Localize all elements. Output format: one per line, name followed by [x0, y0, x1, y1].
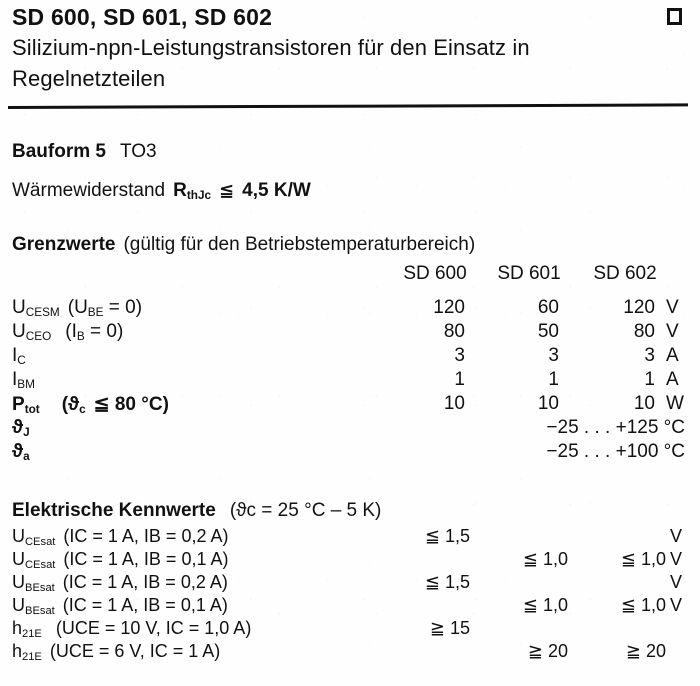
row-value-sd601: 3 [548, 345, 559, 366]
table-row: IBM 1 1 1 A [0, 369, 700, 393]
row-unit: V [666, 321, 679, 342]
thermal-label: Wärmewiderstand [12, 180, 166, 201]
electrical-heading-condition: (ϑc = 25 °C – 5 K) [229, 500, 382, 521]
thermal-symbol-subscript: thJc [186, 188, 212, 202]
electrical-heading-text: Elektrische Kennwerte [12, 500, 216, 521]
row-value-sd601: ≦ 1,0 [522, 595, 568, 615]
row-value-sd600: ≦ 1,5 [424, 572, 470, 592]
row-label: UCEsat (IC = 1 A, IB = 0,1 A) [12, 549, 229, 571]
table-row: Ptot (ϑc ≦ 80 °C) 10 10 10 W [0, 393, 700, 417]
limits-heading-text: Grenzwerte [12, 234, 116, 255]
row-value-sd602: 10 [633, 393, 655, 414]
row-label: UBEsat (IC = 1 A, IB = 0,1 A) [12, 595, 228, 617]
row-value-sd601: ≦ 1,0 [522, 549, 568, 569]
table-row: UCEsat (IC = 1 A, IB = 0,2 A) ≦ 1,5 V [0, 526, 700, 549]
row-value-sd601: 60 [537, 297, 559, 318]
row-label: UCEsat (IC = 1 A, IB = 0,2 A) [12, 526, 229, 548]
row-label: Ptot (ϑc ≦ 80 °C) [12, 394, 169, 416]
row-label: IC [12, 345, 26, 367]
row-value-sd600: 3 [454, 345, 465, 366]
row-value-sd602: ≦ 1,0 [620, 549, 666, 569]
row-label: h21E (UCE = 6 V, IC = 1 A) [12, 641, 221, 663]
row-value-sd601: 1 [548, 369, 559, 390]
electrical-section-heading: Elektrische Kennwerte (ϑc = 25 °C – 5 K) [12, 500, 381, 522]
row-label: UCESM (UBE = 0) [12, 297, 143, 319]
row-value-sd602: 80 [633, 321, 655, 342]
thermal-symbol: R [173, 180, 187, 201]
row-unit: W [666, 393, 684, 414]
row-value-sd601: 50 [537, 321, 559, 342]
page-subtitle: Silizium-npn-Leistungstransistoren für d… [12, 35, 530, 91]
row-value-sd600: 1 [454, 369, 465, 390]
row-value-sd600: 80 [443, 321, 465, 342]
row-unit: A [666, 345, 679, 366]
thermal-value: 4,5 K/W [242, 180, 311, 201]
package-value: TO3 [119, 141, 157, 162]
row-unit: V [666, 297, 679, 318]
column-header-sd600: SD 600 [403, 263, 467, 284]
page-title: SD 600, SD 601, SD 602 [12, 4, 273, 30]
thermal-relation: ≦ [219, 180, 235, 201]
row-label: UCEO (IB = 0) [12, 321, 124, 343]
row-unit: V [670, 549, 683, 569]
column-header-sd602: SD 602 [593, 263, 657, 284]
row-value-sd602: 1 [644, 369, 655, 390]
row-unit: V [670, 526, 683, 546]
limits-section-heading: Grenzwerte (gültig für den Betriebstemper… [12, 234, 475, 256]
row-value-sd600: 120 [433, 297, 465, 318]
package-label: Bauform 5 [12, 141, 106, 162]
row-value-sd601: 10 [537, 393, 559, 414]
row-value-sd602: 3 [644, 345, 655, 366]
row-label: UBEsat (IC = 1 A, IB = 0,2 A) [12, 572, 228, 594]
row-value-sd600: ≧ 15 [429, 618, 470, 638]
row-label: h21E (UCE = 10 V, IC = 1,0 A) [12, 618, 252, 640]
row-value-sd600: ≦ 1,5 [424, 526, 470, 546]
row-value-sd601: ≧ 20 [527, 641, 568, 661]
table-row: h21E (UCE = 6 V, IC = 1 A) ≧ 20 ≧ 20 [0, 641, 700, 664]
table-row: UCEO (IB = 0) 80 50 80 V [0, 321, 700, 345]
limits-heading-condition: (gültig für den Betriebstemperaturbereic… [123, 234, 476, 255]
row-label: ϑJ [12, 417, 30, 439]
row-value-sd602: ≧ 20 [625, 641, 666, 661]
row-value-sd602: 120 [623, 297, 655, 318]
row-unit: V [670, 572, 683, 592]
electrical-table: UCEsat (IC = 1 A, IB = 0,2 A) ≦ 1,5 V UCE… [0, 526, 700, 664]
table-row: UCESM (UBE = 0) 120 60 120 V [0, 297, 700, 321]
row-label: IBM [12, 369, 35, 391]
table-row: h21E (UCE = 10 V, IC = 1,0 A) ≧ 15 [0, 618, 700, 641]
table-row: UBEsat (IC = 1 A, IB = 0,1 A) ≦ 1,0 ≦ 1,0… [0, 595, 700, 618]
row-label: ϑa [12, 441, 30, 463]
table-row: ϑJ −25 . . . +125 °C [0, 417, 700, 441]
table-row: IC 3 3 3 A [0, 345, 700, 369]
table-row: UCEsat (IC = 1 A, IB = 0,1 A) ≦ 1,0 ≦ 1,0… [0, 549, 700, 572]
row-value-span: −25 . . . +100 °C [546, 441, 685, 462]
limits-table: UCESM (UBE = 0) 120 60 120 V UCEO (IB = 0)… [0, 297, 700, 465]
row-value-span: −25 . . . +125 °C [546, 417, 685, 438]
row-value-sd600: 10 [443, 393, 465, 414]
square-outline-icon [667, 8, 682, 25]
package-line: Bauform 5 TO3 [12, 141, 157, 163]
column-header-sd601: SD 601 [497, 263, 561, 284]
row-value-sd602: ≦ 1,0 [620, 595, 666, 615]
header-divider [7, 103, 689, 109]
row-unit: V [670, 595, 683, 615]
table-row: UBEsat (IC = 1 A, IB = 0,2 A) ≦ 1,5 V [0, 572, 700, 595]
row-unit: A [666, 369, 679, 390]
table-row: ϑa −25 . . . +100 °C [0, 441, 700, 465]
thermal-resistance-line: Wärmewiderstand RthJc ≦ 4,5 K/W [12, 180, 311, 202]
